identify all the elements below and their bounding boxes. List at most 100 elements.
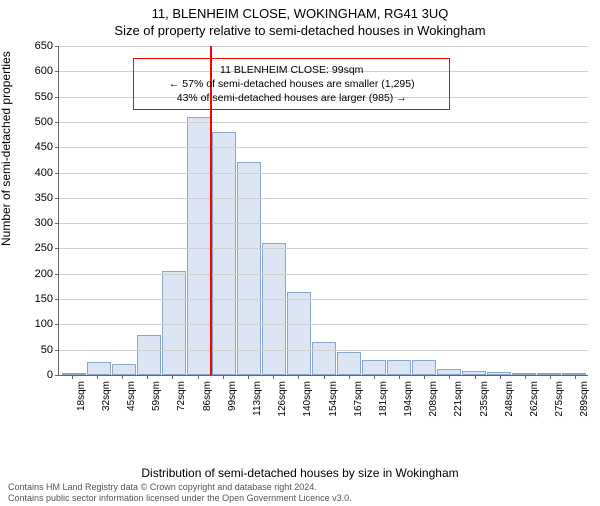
y-tick-mark [55, 122, 59, 123]
x-tick-label: 18sqm [76, 381, 87, 411]
y-axis-label: Number of semi-detached properties [0, 51, 13, 246]
y-tick-mark [55, 248, 59, 249]
page-subtitle: Size of property relative to semi-detach… [0, 23, 600, 38]
footer-line-1: Contains HM Land Registry data © Crown c… [8, 482, 352, 493]
x-tick-label: 194sqm [403, 381, 414, 417]
gridline [59, 147, 588, 148]
x-tick-mark [324, 375, 325, 379]
histogram-bar [162, 271, 186, 375]
y-tick-mark [55, 223, 59, 224]
x-tick-label: 99sqm [227, 381, 238, 411]
page-title: 11, BLENHEIM CLOSE, WOKINGHAM, RG41 3UQ [0, 6, 600, 21]
x-tick-label: 208sqm [428, 381, 439, 417]
y-tick-mark [55, 324, 59, 325]
attribution-footer: Contains HM Land Registry data © Crown c… [8, 482, 352, 504]
gridline [59, 299, 588, 300]
y-tick-mark [55, 198, 59, 199]
histogram-bar [237, 162, 261, 375]
x-tick-label: 235sqm [479, 381, 490, 417]
x-tick-mark [399, 375, 400, 379]
histogram-bar [87, 362, 111, 375]
x-axis-label: Distribution of semi-detached houses by … [0, 466, 600, 480]
annotation-box: 11 BLENHEIM CLOSE: 99sqm← 57% of semi-de… [133, 58, 450, 111]
histogram-bar [412, 360, 436, 375]
x-tick-label: 59sqm [151, 381, 162, 411]
y-tick-mark [55, 147, 59, 148]
y-tick-mark [55, 97, 59, 98]
histogram-bar [387, 360, 411, 375]
plot-area: 0501001502002503003504004505005506006501… [58, 46, 588, 376]
y-tick-label: 50 [41, 344, 53, 356]
x-tick-mark [349, 375, 350, 379]
x-tick-label: 113sqm [252, 381, 263, 416]
x-tick-label: 140sqm [302, 381, 313, 417]
x-tick-mark [97, 375, 98, 379]
x-tick-label: 126sqm [277, 381, 288, 417]
x-tick-label: 45sqm [126, 381, 137, 411]
histogram-bar [287, 292, 311, 376]
histogram-bar [487, 372, 511, 375]
annotation-larger: 43% of semi-detached houses are larger (… [142, 91, 441, 105]
y-tick-label: 400 [35, 167, 53, 179]
y-tick-label: 650 [35, 40, 53, 52]
histogram-bar [187, 117, 211, 375]
gridline [59, 223, 588, 224]
x-tick-mark [122, 375, 123, 379]
x-tick-mark [273, 375, 274, 379]
histogram-bar [512, 373, 536, 375]
x-tick-label: 289sqm [579, 381, 590, 417]
y-tick-label: 350 [35, 192, 53, 204]
y-tick-label: 100 [35, 318, 53, 330]
x-tick-label: 262sqm [529, 381, 540, 417]
x-tick-mark [424, 375, 425, 379]
histogram-bar [362, 360, 386, 375]
gridline [59, 248, 588, 249]
x-tick-mark [550, 375, 551, 379]
x-tick-label: 248sqm [504, 381, 515, 417]
x-tick-label: 86sqm [202, 381, 213, 411]
y-tick-mark [55, 46, 59, 47]
x-tick-label: 181sqm [378, 381, 389, 417]
y-tick-label: 250 [35, 242, 53, 254]
x-tick-mark [298, 375, 299, 379]
histogram-bar [562, 373, 586, 375]
x-tick-mark [147, 375, 148, 379]
x-tick-mark [223, 375, 224, 379]
gridline [59, 122, 588, 123]
gridline [59, 324, 588, 325]
histogram-bar [312, 342, 336, 375]
histogram-bar [537, 373, 561, 375]
gridline [59, 46, 588, 47]
x-tick-label: 154sqm [328, 381, 339, 417]
y-tick-mark [55, 299, 59, 300]
x-tick-label: 72sqm [176, 381, 187, 411]
x-tick-mark [72, 375, 73, 379]
annotation-smaller: ← 57% of semi-detached houses are smalle… [142, 77, 441, 91]
annotation-title: 11 BLENHEIM CLOSE: 99sqm [142, 63, 441, 77]
y-tick-mark [55, 274, 59, 275]
x-tick-mark [525, 375, 526, 379]
y-tick-label: 450 [35, 141, 53, 153]
y-tick-label: 550 [35, 91, 53, 103]
gridline [59, 274, 588, 275]
y-tick-mark [55, 173, 59, 174]
gridline [59, 173, 588, 174]
x-tick-mark [449, 375, 450, 379]
x-tick-mark [500, 375, 501, 379]
gridline [59, 350, 588, 351]
y-tick-label: 300 [35, 217, 53, 229]
histogram-bar [137, 335, 161, 375]
y-tick-label: 0 [47, 369, 53, 381]
chart-container: Number of semi-detached properties 05010… [0, 46, 600, 446]
x-tick-label: 167sqm [353, 381, 364, 417]
x-tick-label: 221sqm [453, 381, 464, 417]
x-tick-mark [575, 375, 576, 379]
histogram-bar [112, 364, 136, 375]
histogram-bar [62, 373, 86, 375]
y-tick-label: 500 [35, 116, 53, 128]
x-tick-mark [374, 375, 375, 379]
histogram-bar [212, 132, 236, 375]
footer-line-2: Contains public sector information licen… [8, 493, 352, 504]
x-tick-mark [248, 375, 249, 379]
y-tick-label: 600 [35, 65, 53, 77]
